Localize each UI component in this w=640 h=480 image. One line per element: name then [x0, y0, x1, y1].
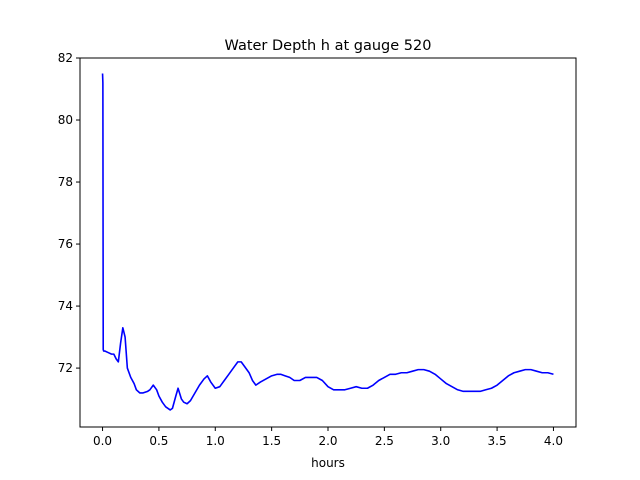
y-tick-label: 80 — [58, 113, 73, 127]
chart-title: Water Depth h at gauge 520 — [225, 38, 432, 54]
plot-area — [80, 58, 576, 427]
plot-frame — [79, 57, 577, 428]
x-tick-label: 1.0 — [206, 434, 225, 448]
x-tick-label: 2.5 — [375, 434, 394, 448]
series-layer — [101, 73, 554, 411]
x-axis-label: hours — [311, 456, 345, 470]
x-axis: 0.0 0.5 1.0 1.5 2.0 2.5 3.0 3.5 4.0 — [93, 427, 563, 448]
y-tick-label: 78 — [58, 175, 73, 189]
x-tick-label: 1.5 — [262, 434, 281, 448]
y-tick-label: 72 — [58, 361, 73, 375]
x-tick-label: 0.0 — [93, 434, 112, 448]
x-tick-label: 4.0 — [544, 434, 563, 448]
y-tick-label: 76 — [58, 237, 73, 251]
y-tick-label: 82 — [58, 51, 73, 65]
series-line-water-depth — [101, 73, 554, 411]
x-tick-label: 3.5 — [488, 434, 507, 448]
x-tick-label: 2.0 — [318, 434, 337, 448]
y-tick-label: 74 — [58, 299, 73, 313]
x-tick-label: 0.5 — [149, 434, 168, 448]
y-axis: 72 74 76 78 80 82 — [58, 51, 80, 375]
x-tick-label: 3.0 — [431, 434, 450, 448]
